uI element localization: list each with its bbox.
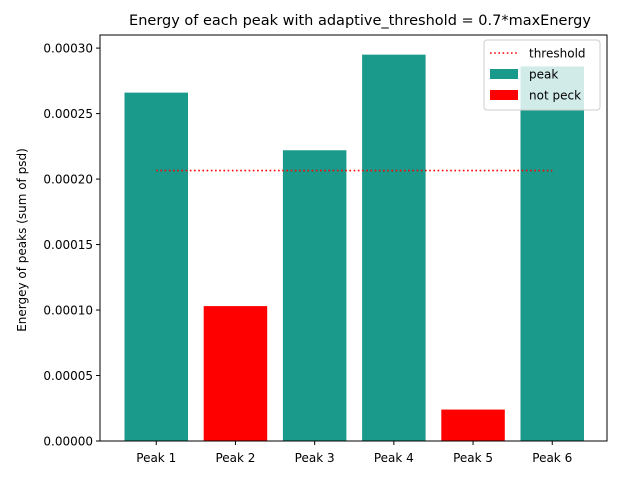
x-axis: Peak 1 Peak 2 Peak 3 Peak 4 Peak 5 Peak 6 — [136, 441, 572, 465]
legend-label: not peck — [529, 89, 581, 103]
bar-peak-3 — [282, 150, 347, 441]
legend-label: threshold — [529, 47, 586, 61]
x-tick-label: Peak 1 — [136, 451, 176, 465]
y-tick-label: 0.00015 — [43, 238, 93, 252]
legend-swatch-peak — [490, 69, 518, 79]
x-tick-label: Peak 2 — [215, 451, 255, 465]
bars — [124, 54, 584, 442]
y-tick-label: 0.00000 — [43, 435, 93, 449]
y-axis: 0.00000 0.00005 0.00010 0.00015 0.00020 0.000… — [43, 42, 100, 449]
x-tick-label: Peak 3 — [295, 451, 335, 465]
x-tick-label: Peak 5 — [453, 451, 493, 465]
legend: threshold peak not peck — [483, 39, 601, 111]
bar-peak-2 — [203, 306, 268, 441]
chart-title: Energy of each peak with adaptive_thresh… — [129, 13, 591, 29]
bar-peak-4 — [362, 54, 426, 441]
plot-frame — [99, 34, 608, 442]
bar-peak-6 — [520, 66, 584, 442]
bar-peak-1 — [124, 92, 188, 442]
y-axis-label: Energey of peaks (sum of psd) — [15, 148, 29, 332]
x-tick-label: Peak 4 — [374, 451, 414, 465]
y-tick-label: 0.00025 — [43, 107, 93, 121]
legend-swatch-not-peck — [490, 90, 518, 100]
y-tick-label: 0.00030 — [43, 42, 93, 56]
y-tick-label: 0.00005 — [43, 369, 93, 383]
bar-peak-5 — [441, 409, 505, 441]
x-tick-label: Peak 6 — [532, 451, 572, 465]
y-tick-label: 0.00010 — [43, 304, 93, 318]
y-tick-label: 0.00020 — [43, 173, 93, 187]
legend-label: peak — [529, 68, 558, 82]
